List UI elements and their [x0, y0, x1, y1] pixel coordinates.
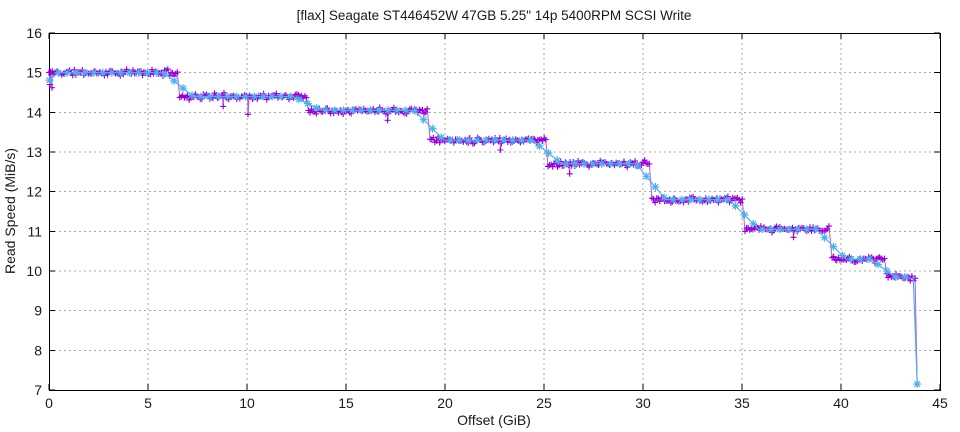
x-tick-label: 20: [437, 395, 453, 411]
x-tick-label: 0: [45, 395, 53, 411]
axis-tick-labels: 0 5 10 15 20 25 30 35 40 45 7 8 9 10 11 12 13 14 15 16: [26, 25, 948, 411]
x-tick-label: 5: [144, 395, 152, 411]
grid-lines: [49, 33, 940, 390]
y-tick-label: 16: [26, 25, 42, 41]
x-tick-label: 40: [833, 395, 849, 411]
x-tick-label: 45: [932, 395, 948, 411]
y-tick-label: 8: [34, 342, 42, 358]
x-tick-label: 30: [635, 395, 651, 411]
y-tick-label: 12: [26, 184, 42, 200]
x-axis-title: Offset (GiB): [457, 412, 531, 428]
chart-title: [flax] Seagate ST446452W 47GB 5.25" 14p …: [297, 8, 692, 23]
y-tick-label: 10: [26, 263, 42, 279]
x-tick-label: 25: [536, 395, 552, 411]
y-tick-label: 7: [34, 382, 42, 398]
y-tick-label: 9: [34, 303, 42, 319]
y-tick-label: 15: [26, 65, 42, 81]
x-tick-label: 35: [734, 395, 750, 411]
plot-border-and-ticks: [48, 32, 941, 391]
y-tick-label: 11: [27, 223, 42, 239]
smoothed-series: [45, 68, 922, 388]
y-tick-label: 14: [26, 104, 42, 120]
y-axis-title: Read Speed (MiB/s): [2, 148, 18, 274]
x-tick-label: 15: [338, 395, 354, 411]
x-tick-label: 10: [239, 395, 255, 411]
y-tick-label: 13: [26, 144, 42, 160]
